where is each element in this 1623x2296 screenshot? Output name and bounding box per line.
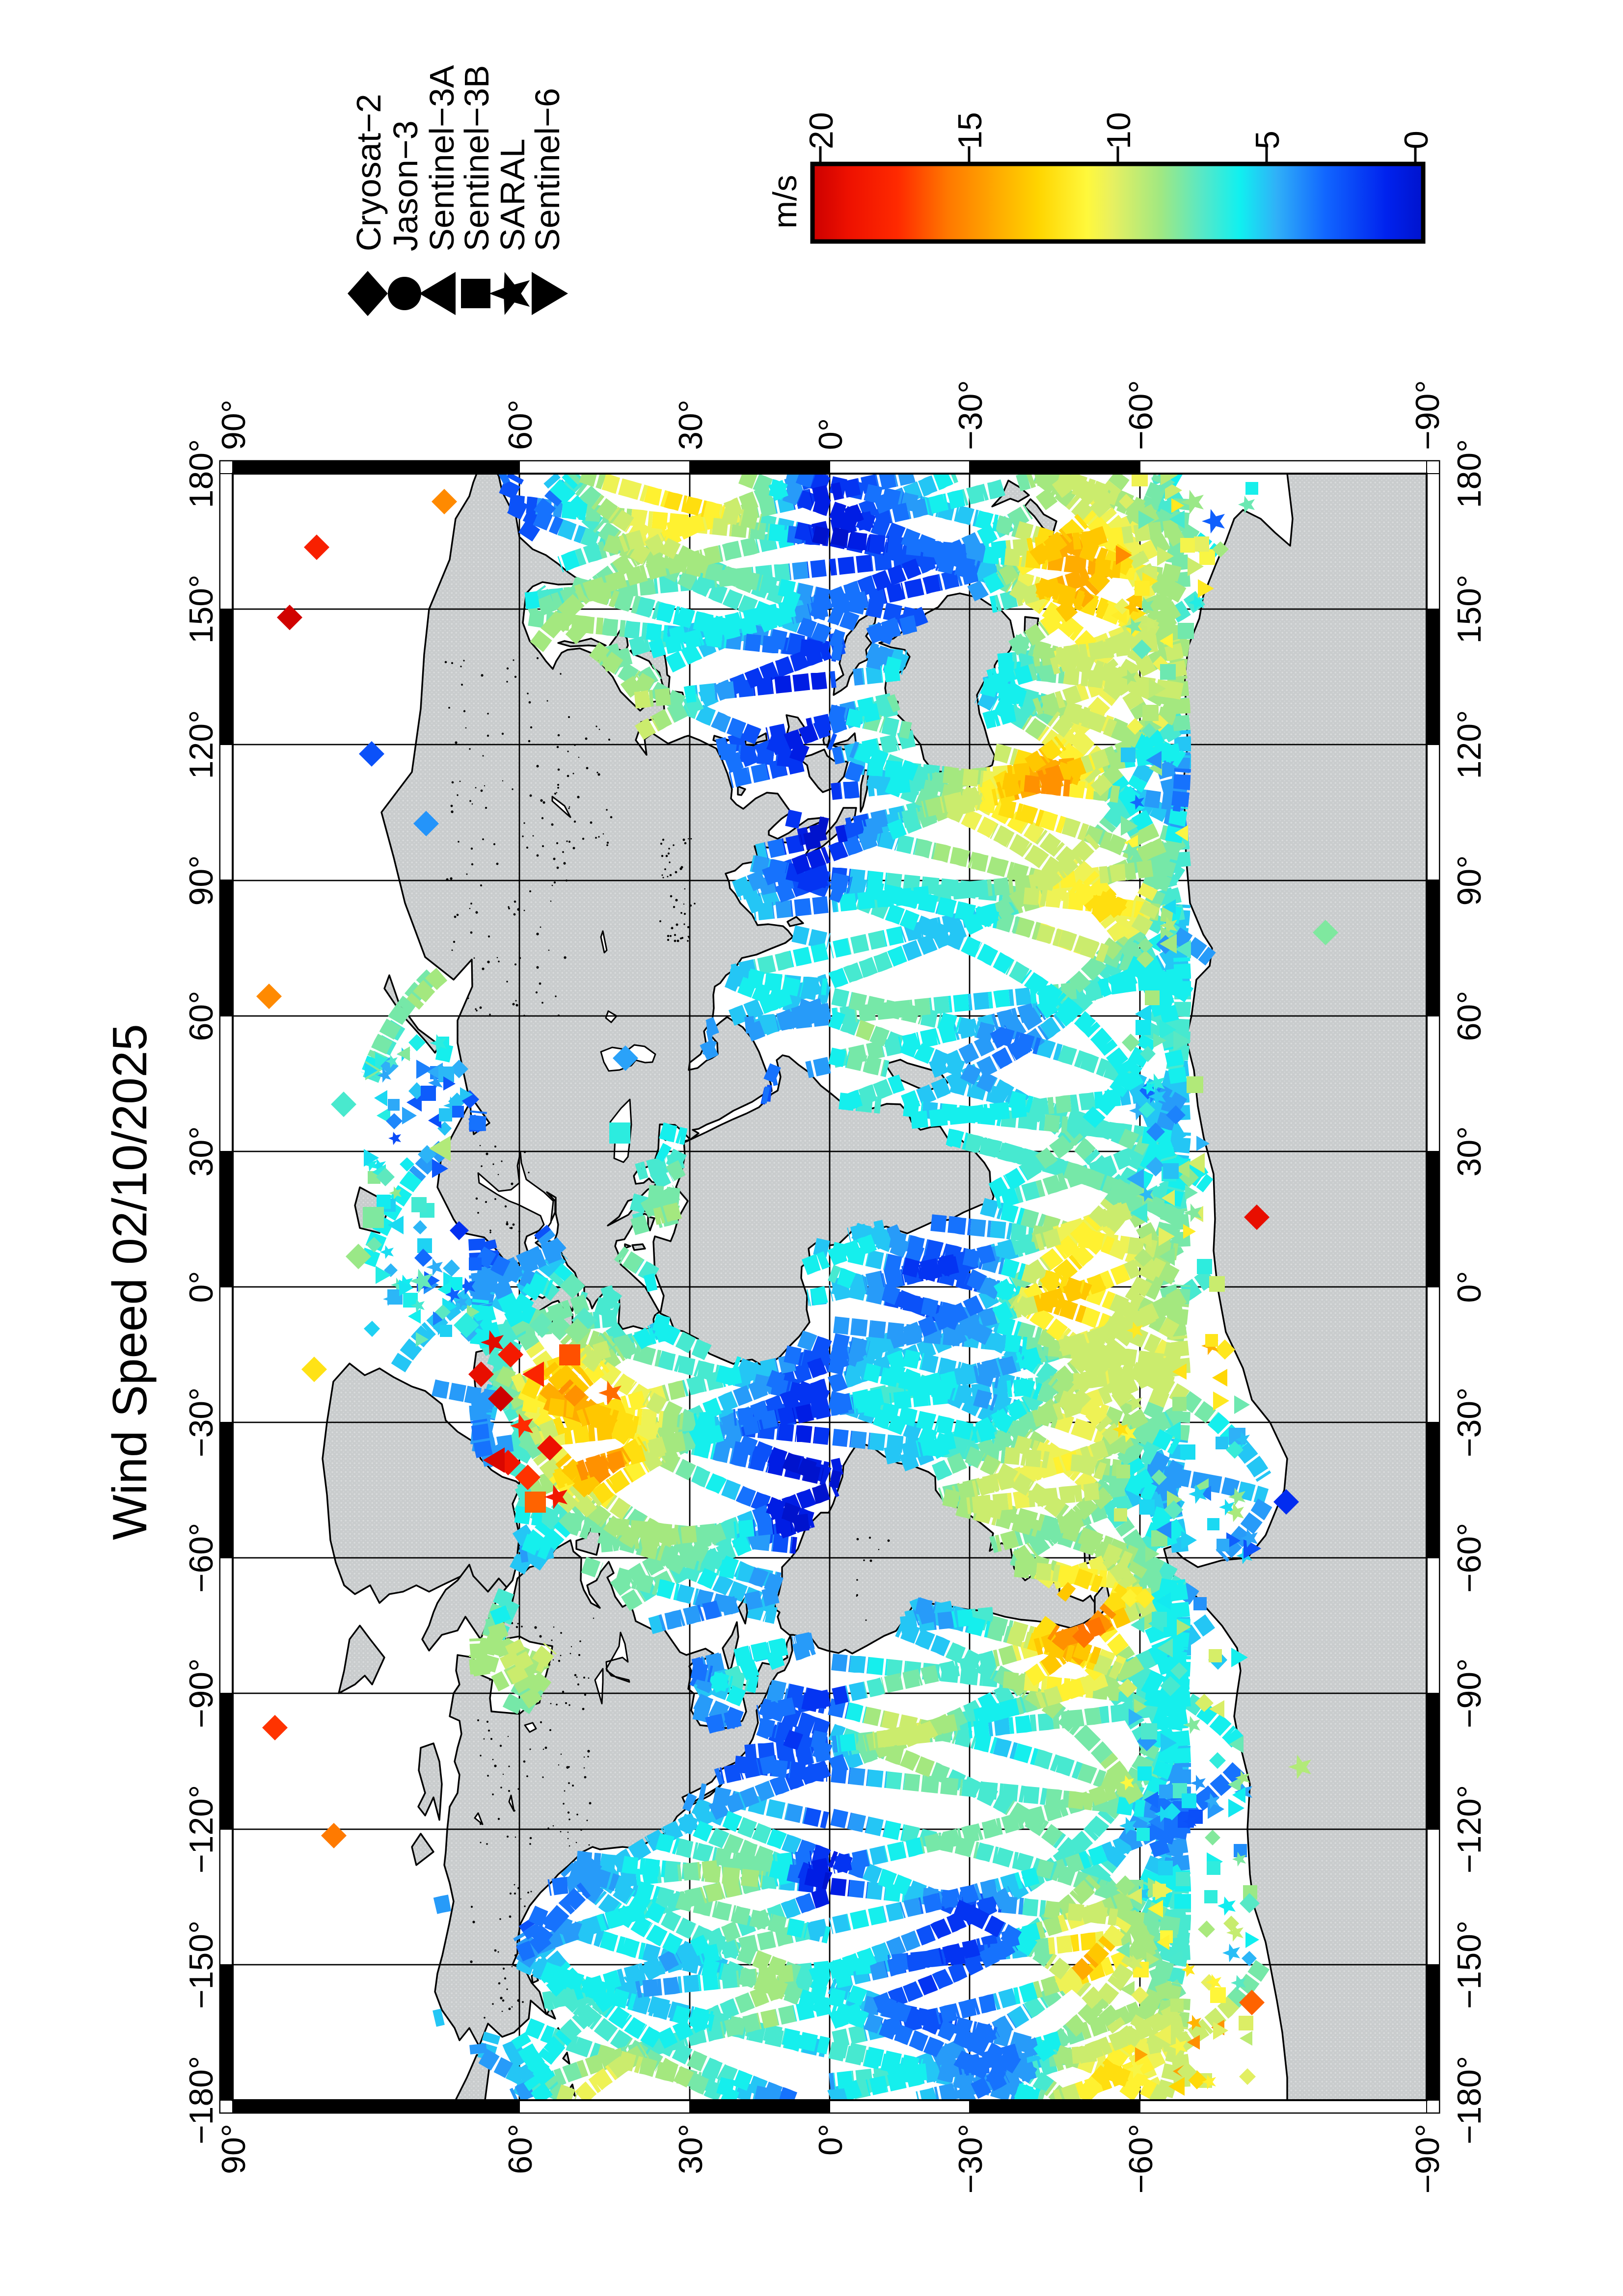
svg-text:0°: 0°: [812, 2124, 849, 2156]
svg-text:0°: 0°: [183, 1271, 220, 1303]
svg-text:−60°: −60°: [1451, 1523, 1488, 1593]
svg-text:−90°: −90°: [183, 1658, 220, 1729]
svg-text:90°: 90°: [215, 400, 252, 450]
svg-text:−180°: −180°: [183, 2056, 220, 2144]
svg-text:150°: 150°: [1451, 575, 1488, 644]
svg-text:−60°: −60°: [1122, 380, 1160, 450]
svg-text:−150°: −150°: [183, 1921, 220, 2009]
svg-text:120°: 120°: [1451, 710, 1488, 779]
svg-text:60°: 60°: [183, 991, 220, 1041]
svg-text:−60°: −60°: [183, 1523, 220, 1593]
svg-text:10: 10: [1100, 112, 1137, 149]
svg-text:180°: 180°: [1451, 439, 1488, 508]
svg-text:0°: 0°: [812, 418, 849, 450]
svg-text:0°: 0°: [1451, 1271, 1488, 1303]
svg-text:−30°: −30°: [952, 380, 989, 450]
svg-text:m/s: m/s: [766, 175, 804, 229]
svg-text:5: 5: [1249, 131, 1286, 149]
svg-text:−120°: −120°: [1451, 1785, 1488, 1873]
svg-text:−180°: −180°: [1451, 2056, 1488, 2144]
svg-text:Wind Speed 02/10/2025: Wind Speed 02/10/2025: [103, 1024, 157, 1540]
svg-text:30°: 30°: [672, 400, 709, 450]
svg-text:30°: 30°: [183, 1126, 220, 1177]
svg-text:−150°: −150°: [1451, 1921, 1488, 2009]
svg-text:−90°: −90°: [1451, 1658, 1488, 1729]
svg-text:60°: 60°: [502, 400, 539, 450]
svg-text:Jason−3: Jason−3: [386, 120, 425, 251]
svg-text:90°: 90°: [215, 2124, 252, 2174]
svg-text:60°: 60°: [502, 2124, 539, 2174]
svg-text:150°: 150°: [183, 575, 220, 644]
svg-text:180°: 180°: [183, 439, 220, 508]
svg-text:SARAL: SARAL: [493, 138, 532, 251]
svg-text:−30°: −30°: [1451, 1388, 1488, 1458]
svg-text:−30°: −30°: [183, 1388, 220, 1458]
svg-text:0: 0: [1398, 131, 1435, 149]
svg-text:120°: 120°: [183, 710, 220, 779]
svg-text:−60°: −60°: [1122, 2124, 1160, 2194]
svg-text:15: 15: [951, 112, 989, 149]
svg-text:30°: 30°: [1451, 1126, 1488, 1177]
svg-text:20: 20: [803, 112, 840, 149]
svg-text:Sentinel−3B: Sentinel−3B: [458, 65, 496, 251]
svg-text:−30°: −30°: [952, 2124, 989, 2194]
svg-text:60°: 60°: [1451, 991, 1488, 1041]
svg-text:90°: 90°: [183, 855, 220, 906]
svg-text:−90°: −90°: [1409, 380, 1446, 450]
svg-text:Cryosat−2: Cryosat−2: [350, 94, 388, 251]
svg-text:Sentinel−3A: Sentinel−3A: [423, 65, 461, 251]
svg-text:−90°: −90°: [1409, 2124, 1446, 2194]
svg-text:−120°: −120°: [183, 1785, 220, 1873]
svg-text:Sentinel−6: Sentinel−6: [528, 88, 567, 251]
svg-text:90°: 90°: [1451, 855, 1488, 906]
svg-text:30°: 30°: [672, 2124, 709, 2174]
